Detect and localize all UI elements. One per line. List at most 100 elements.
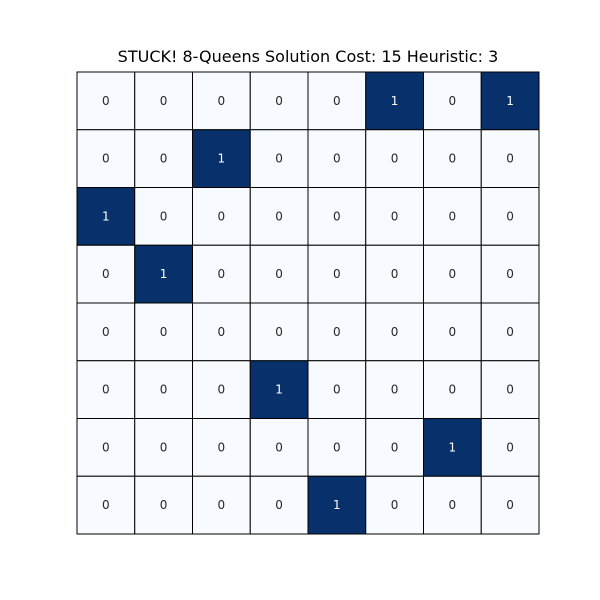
cell-label-r2-c7: 0 — [506, 209, 514, 223]
heatmap-cell-r6-c7 — [480, 418, 540, 477]
heatmap-cell-r7-c4 — [307, 475, 367, 535]
cell-label-r0-c4: 0 — [333, 94, 341, 108]
cell-label-r2-c2: 0 — [218, 209, 226, 223]
cell-label-r3-c0: 0 — [102, 267, 110, 281]
cell-label-r2-c0: 1 — [102, 209, 110, 223]
cell-label-r5-c3: 1 — [275, 383, 283, 397]
heatmap-cell-r1-c5 — [365, 129, 424, 188]
chart-title: STUCK! 8-Queens Solution Cost: 15 Heuris… — [117, 47, 499, 66]
cell-label-r0-c0: 0 — [102, 94, 110, 108]
cell-label-r1-c0: 0 — [102, 152, 110, 166]
cell-label-r1-c1: 0 — [160, 152, 168, 166]
cell-label-r7-c0: 0 — [102, 498, 110, 512]
heatmap-cell-r6-c3 — [249, 418, 309, 477]
heatmap-cell-r3-c6 — [423, 244, 482, 304]
heatmap-cell-r7-c1 — [134, 475, 193, 535]
heatmap-cell-r6-c4 — [307, 418, 367, 477]
cell-label-r5-c4: 0 — [333, 383, 341, 397]
heatmap-cell-r4-c6 — [423, 302, 482, 362]
heatmap-cell-r7-c6 — [423, 475, 482, 535]
cell-label-r1-c5: 0 — [391, 152, 399, 166]
cell-label-r0-c6: 0 — [449, 94, 457, 108]
cell-label-r0-c5: 1 — [391, 94, 399, 108]
cell-label-r7-c6: 0 — [449, 498, 457, 512]
cell-label-r0-c3: 0 — [275, 94, 283, 108]
cell-label-r5-c0: 0 — [102, 383, 110, 397]
cell-label-r4-c1: 0 — [160, 325, 168, 339]
cell-label-r1-c4: 0 — [333, 152, 341, 166]
cell-label-r3-c5: 0 — [391, 267, 399, 281]
heatmap-cell-r5-c3 — [249, 360, 309, 419]
cell-label-r3-c4: 0 — [333, 267, 341, 281]
cell-label-r2-c1: 0 — [160, 209, 168, 223]
cell-label-r7-c1: 0 — [160, 498, 168, 512]
heatmap-cell-r4-c5 — [365, 302, 424, 362]
cell-label-r5-c7: 0 — [506, 383, 514, 397]
heatmap-cell-r5-c1 — [134, 360, 193, 419]
heatmap-cell-r3-c7 — [480, 244, 540, 304]
heatmap-cell-r7-c7 — [480, 475, 540, 535]
heatmap-cell-r3-c2 — [192, 244, 251, 304]
cell-label-r2-c4: 0 — [333, 209, 341, 223]
heatmap-cell-r5-c7 — [480, 360, 540, 419]
heatmap-cell-r3-c0 — [76, 244, 136, 304]
heatmap-cell-r5-c0 — [76, 360, 136, 419]
cell-label-r7-c3: 0 — [275, 498, 283, 512]
cell-label-r4-c4: 0 — [333, 325, 341, 339]
cell-label-r7-c2: 0 — [218, 498, 226, 512]
cell-label-r4-c5: 0 — [391, 325, 399, 339]
heatmap-cell-r4-c1 — [134, 302, 193, 362]
heatmap-cell-r6-c1 — [134, 418, 193, 477]
cell-label-r4-c7: 0 — [506, 325, 514, 339]
cell-label-r1-c7: 0 — [506, 152, 514, 166]
cell-label-r7-c5: 0 — [391, 498, 399, 512]
heatmap-cell-r1-c7 — [480, 129, 540, 188]
cell-label-r4-c3: 0 — [275, 325, 283, 339]
heatmap-cell-r1-c3 — [249, 129, 309, 188]
cell-label-r1-c3: 0 — [275, 152, 283, 166]
heatmap-cell-r2-c5 — [365, 187, 424, 246]
heatmap-cell-r6-c6 — [423, 418, 482, 477]
heatmap-cell-r2-c2 — [192, 187, 251, 246]
cell-label-r7-c4: 1 — [333, 498, 341, 512]
cell-label-r5-c5: 0 — [391, 383, 399, 397]
heatmap-cell-r3-c3 — [249, 244, 309, 304]
heatmap-cell-r4-c3 — [249, 302, 309, 362]
cell-label-r2-c5: 0 — [391, 209, 399, 223]
cell-label-r7-c7: 0 — [506, 498, 514, 512]
heatmap-cell-r4-c0 — [76, 302, 136, 362]
cell-label-r5-c6: 0 — [449, 383, 457, 397]
heatmap-cell-r6-c5 — [365, 418, 424, 477]
heatmap-cell-r0-c4 — [307, 71, 367, 131]
cell-label-r1-c2: 1 — [218, 152, 226, 166]
cell-label-r4-c2: 0 — [218, 325, 226, 339]
heatmap-cell-r6-c2 — [192, 418, 251, 477]
cell-label-r1-c6: 0 — [449, 152, 457, 166]
cell-label-r3-c6: 0 — [449, 267, 457, 281]
heatmap-cell-r2-c1 — [134, 187, 193, 246]
cell-label-r3-c3: 0 — [275, 267, 283, 281]
cell-label-r6-c5: 0 — [391, 440, 399, 454]
heatmap-cell-r7-c2 — [192, 475, 251, 535]
cell-label-r0-c7: 1 — [506, 94, 514, 108]
heatmap-cell-r4-c4 — [307, 302, 367, 362]
cell-label-r3-c7: 0 — [506, 267, 514, 281]
cell-label-r5-c2: 0 — [218, 383, 226, 397]
heatmap-cell-r1-c0 — [76, 129, 136, 188]
heatmap-cell-r5-c5 — [365, 360, 424, 419]
cell-label-r4-c6: 0 — [449, 325, 457, 339]
cell-label-r6-c3: 0 — [275, 440, 283, 454]
cell-label-r6-c6: 1 — [449, 440, 457, 454]
cell-label-r5-c1: 0 — [160, 383, 168, 397]
cell-label-r6-c4: 0 — [333, 440, 341, 454]
heatmap-cell-r7-c5 — [365, 475, 424, 535]
heatmap-cell-r0-c5 — [365, 71, 424, 131]
heatmap-cell-r5-c2 — [192, 360, 251, 419]
heatmap-cell-r3-c4 — [307, 244, 367, 304]
cell-label-r6-c2: 0 — [218, 440, 226, 454]
cell-label-r6-c7: 0 — [506, 440, 514, 454]
heatmap-cell-r1-c2 — [192, 129, 251, 188]
cell-label-r2-c6: 0 — [449, 209, 457, 223]
